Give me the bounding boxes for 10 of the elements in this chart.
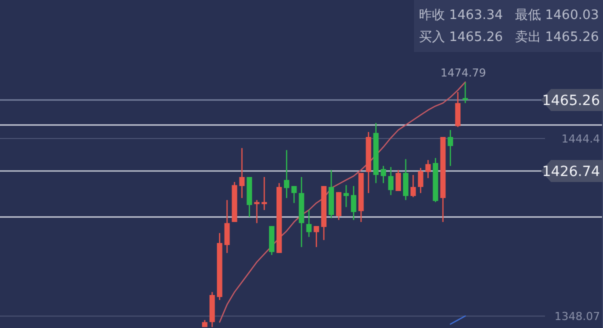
y-tick-label: 1348.07 xyxy=(554,310,600,324)
annotation: 买入 1465.26 xyxy=(419,30,503,45)
annotation: 昨收 1463.34 xyxy=(419,8,503,23)
annotation: 1474.79 xyxy=(440,66,486,80)
line-series xyxy=(219,81,466,323)
ref-line-label: 1465.26 xyxy=(542,93,600,110)
y-tick-label: 1444.4 xyxy=(562,132,600,146)
annotation: 最低 1460.03 xyxy=(515,8,599,23)
ref-line-label: 1426.74 xyxy=(542,164,600,180)
annotation: 卖出 1465.26 xyxy=(515,30,599,45)
